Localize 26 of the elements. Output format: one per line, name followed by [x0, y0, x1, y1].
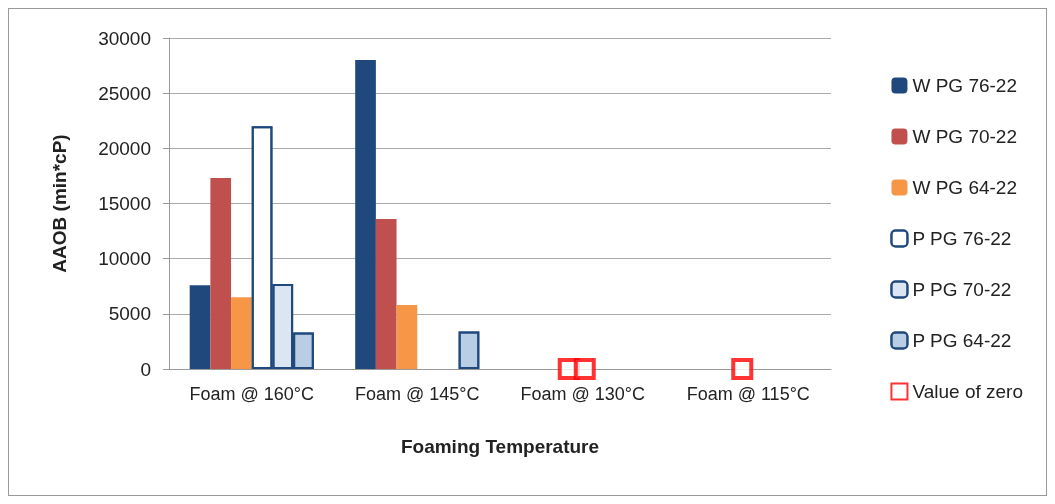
y-tick-label: 30000 — [98, 27, 151, 49]
x-tick-label: Foam @ 115°C — [686, 384, 810, 404]
legend-label: Value of zero — [912, 381, 1024, 402]
bar — [375, 218, 397, 369]
x-tick-label: Foam @ 160°C — [189, 384, 315, 404]
y-axis-title: AAOB (min*cP) — [49, 134, 70, 273]
bar — [210, 178, 232, 369]
y-tick-label: 20000 — [98, 137, 151, 159]
y-tick-label: 25000 — [98, 82, 151, 104]
bar — [189, 285, 211, 369]
x-axis-title: Foaming Temperature — [400, 436, 600, 457]
x-tick-label: Foam @ 145°C — [354, 384, 480, 404]
legend-label: W PG 70-22 — [912, 126, 1017, 147]
legend-label: W PG 64-22 — [912, 177, 1017, 198]
bar — [231, 297, 252, 369]
legend-label: P PG 64-22 — [912, 330, 1012, 351]
y-tick-label: 5000 — [108, 303, 151, 325]
y-tick-label: 15000 — [98, 193, 151, 214]
legend-label: W PG 76-22 — [912, 75, 1017, 96]
legend-label: P PG 76-22 — [912, 228, 1012, 249]
bar — [355, 60, 376, 369]
legend-label: P PG 70-22 — [912, 279, 1012, 300]
y-tick-label: 10000 — [98, 248, 151, 270]
bar — [396, 305, 418, 369]
y-tick-label: 0 — [140, 358, 151, 380]
x-tick-label: Foam @ 130°C — [520, 384, 646, 404]
